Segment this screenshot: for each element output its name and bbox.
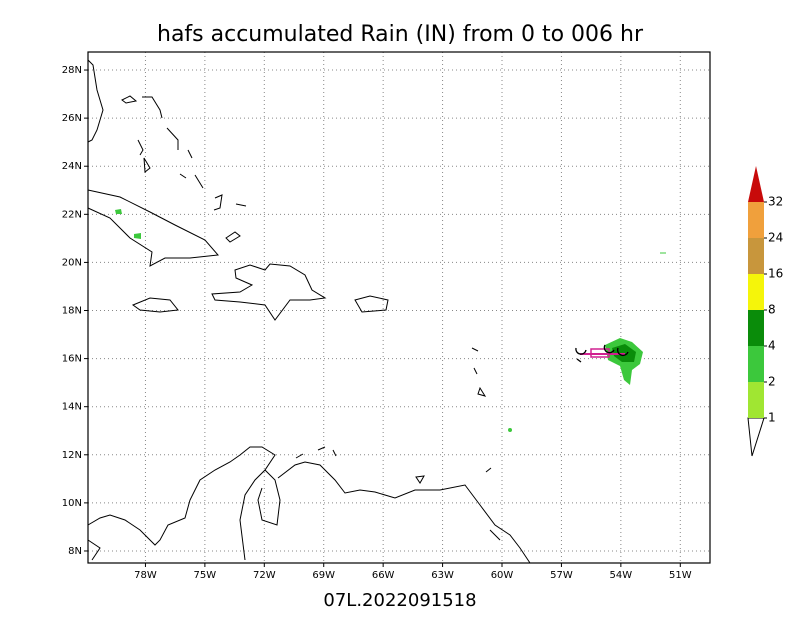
colorbar-segment <box>748 202 764 238</box>
y-tick-label: 14N <box>62 402 82 413</box>
y-tick-label: 18N <box>62 306 82 317</box>
y-tick-label: 22N <box>62 209 82 220</box>
y-tick-label: 26N <box>62 113 82 124</box>
colorbar-label: 1 <box>768 411 776 425</box>
footer-label: 07L.2022091518 <box>323 590 476 611</box>
colorbar-label: 24 <box>768 231 783 245</box>
x-tick-label: 75W <box>194 570 217 581</box>
colorbar-segment <box>748 346 764 382</box>
x-tick-label: 60W <box>491 570 514 581</box>
colorbar-label: 16 <box>768 267 783 281</box>
colorbar-label: 4 <box>768 339 776 353</box>
rain-swath <box>115 209 666 432</box>
coastlines <box>87 59 531 564</box>
colorbar-label: 32 <box>768 195 783 209</box>
x-tick-label: 57W <box>550 570 573 581</box>
colorbar-label: 2 <box>768 375 776 389</box>
colorbar-segment <box>748 238 764 274</box>
colorbar-segment <box>748 310 764 346</box>
map-title: hafs accumulated Rain (IN) from 0 to 006… <box>157 22 644 47</box>
grid <box>88 52 710 563</box>
y-tick-label: 24N <box>62 161 82 172</box>
storm-track <box>575 344 629 363</box>
y-tick-label: 8N <box>68 546 82 557</box>
y-tick-label: 28N <box>62 65 82 76</box>
colorbar-over <box>748 166 764 202</box>
x-tick-label: 63W <box>431 570 454 581</box>
map-frame <box>87 51 711 564</box>
colorbar-under <box>747 417 765 457</box>
x-tick-label: 51W <box>669 570 692 581</box>
x-tick-label: 69W <box>312 570 335 581</box>
y-tick-label: 12N <box>62 450 82 461</box>
colorbar-segment <box>748 274 764 310</box>
x-tick-label: 54W <box>610 570 633 581</box>
x-tick-label: 72W <box>253 570 276 581</box>
axis-labels: 78W 75W 72W 69W 66W 63W 60W 57W 54W 51W 8N 10N 12N 14… <box>62 65 692 581</box>
colorbar-segment <box>748 382 764 418</box>
y-tick-label: 20N <box>62 257 82 268</box>
x-tick-label: 66W <box>372 570 395 581</box>
x-tick-label: 78W <box>134 570 157 581</box>
colorbar-label: 8 <box>768 303 776 317</box>
y-tick-label: 10N <box>62 498 82 509</box>
y-tick-label: 16N <box>62 354 82 365</box>
